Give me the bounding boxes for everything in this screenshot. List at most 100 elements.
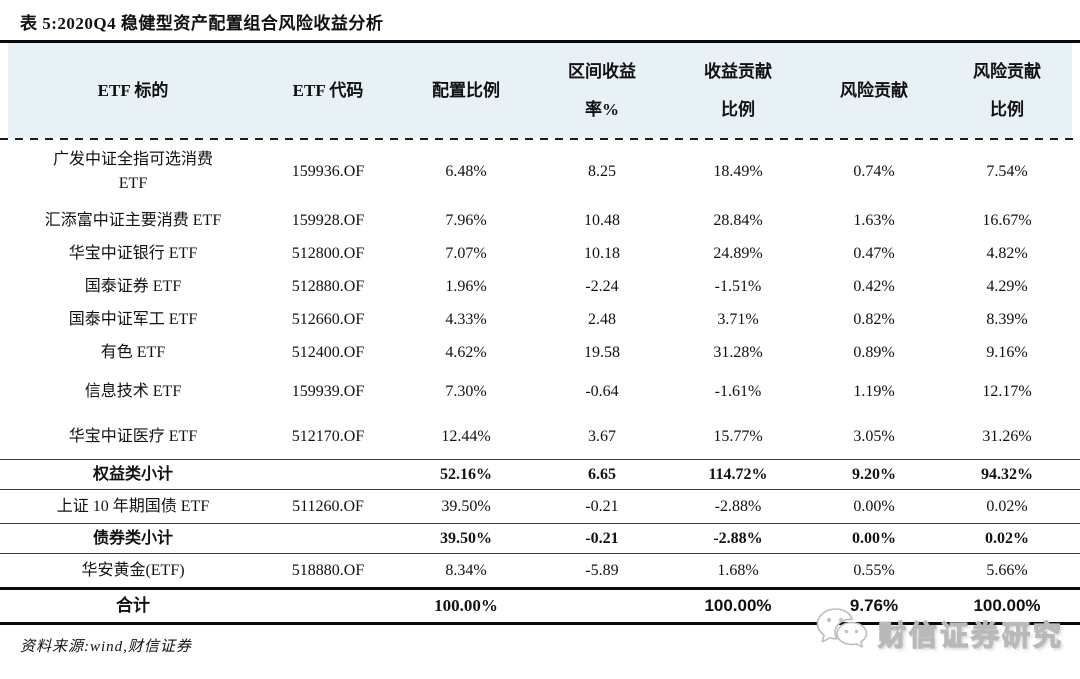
- cell-risk-contrib: 0.42%: [853, 277, 895, 295]
- table-row: 有色 ETF 512400.OF 4.62% 19.58 31.28% 0.89…: [0, 336, 1080, 369]
- cell-etf-code: 512880.OF: [291, 277, 365, 295]
- cell-etf-name: 国泰中证军工 ETF: [68, 310, 198, 328]
- cell-etf-name: 有色 ETF: [100, 343, 166, 361]
- watermark-label: 财信证券研究: [877, 619, 1064, 651]
- cell-etf-code: 512170.OF: [291, 427, 365, 445]
- table-row: 国泰证券 ETF 512880.OF 1.96% -2.24 -1.51% 0.…: [0, 270, 1080, 303]
- cell-alloc-ratio: 12.44%: [441, 427, 491, 445]
- cell-risk-contrib-ratio: 0.02%: [985, 529, 1029, 547]
- cell-risk-contrib: 0.55%: [853, 561, 895, 579]
- cell-return-contrib: 3.71%: [717, 310, 759, 328]
- cell-return-contrib: 15.77%: [713, 427, 763, 445]
- header-etf-name: ETF 标的: [97, 80, 169, 100]
- cell-risk-contrib: 3.05%: [853, 427, 895, 445]
- cell-etf-code: 159939.OF: [291, 382, 365, 400]
- cell-risk-contrib-ratio: 9.16%: [986, 343, 1028, 361]
- cell-alloc-ratio: 39.50%: [441, 497, 491, 515]
- table-row: 汇添富中证主要消费 ETF 159928.OF 7.96% 10.48 28.8…: [0, 204, 1080, 237]
- cell-etf-name: 华安黄金(ETF): [81, 561, 185, 579]
- cell-return-contrib: -2.88%: [713, 529, 763, 547]
- table-row: 权益类小计 52.16% 6.65 114.72% 9.20% 94.32%: [0, 459, 1080, 490]
- cell-etf-code: 512800.OF: [291, 244, 365, 262]
- wechat-icon: [815, 606, 873, 661]
- table-row: 信息技术 ETF 159939.OF 7.30% -0.64 -1.61% 1.…: [0, 369, 1080, 414]
- cell-return-contrib: 31.28%: [713, 343, 763, 361]
- risk-return-table: ETF 标的 ETF 代码 配置比例 区间收益 率% 收益贡献 比例 风险贡献 …: [0, 43, 1080, 625]
- cell-etf-name: 国泰证券 ETF: [84, 277, 182, 295]
- cell-alloc-ratio: 52.16%: [440, 465, 492, 483]
- cell-etf-name: 汇添富中证主要消费 ETF: [44, 211, 222, 229]
- table-row: 国泰中证军工 ETF 512660.OF 4.33% 2.48 3.71% 0.…: [0, 303, 1080, 336]
- cell-risk-contrib: 1.63%: [853, 211, 895, 229]
- cell-interval-return: -2.24: [585, 277, 619, 295]
- cell-risk-contrib: 0.47%: [853, 244, 895, 262]
- cell-risk-contrib: 0.00%: [852, 529, 896, 547]
- cell-alloc-ratio: 6.48%: [445, 163, 487, 180]
- cell-risk-contrib-ratio: 0.02%: [986, 497, 1028, 515]
- cell-alloc-ratio: 7.30%: [445, 382, 487, 400]
- cell-return-contrib: -1.61%: [714, 382, 762, 400]
- cell-interval-return: -0.64: [585, 382, 619, 400]
- cell-alloc-ratio: 7.07%: [445, 244, 487, 262]
- cell-risk-contrib-ratio: 31.26%: [982, 427, 1032, 445]
- cell-interval-return: 8.25: [588, 163, 616, 180]
- cell-etf-code: 512660.OF: [291, 310, 365, 328]
- header-risk-contrib: 风险贡献: [840, 80, 908, 100]
- table-title: 表 5:2020Q4 稳健型资产配置组合风险收益分析: [20, 14, 384, 33]
- table-header-row: ETF 标的 ETF 代码 配置比例 区间收益 率% 收益贡献 比例 风险贡献 …: [8, 43, 1072, 138]
- header-risk-contrib-ratio: 风险贡献 比例: [973, 62, 1041, 119]
- cell-risk-contrib-ratio: 8.39%: [986, 310, 1028, 328]
- cell-etf-name: 华宝中证医疗 ETF: [68, 427, 198, 445]
- source-note: 资料来源:wind,财信证券: [20, 639, 192, 655]
- cell-interval-return: 6.65: [588, 465, 616, 483]
- table-row: 华宝中证银行 ETF 512800.OF 7.07% 10.18 24.89% …: [0, 237, 1080, 270]
- cell-interval-return: -0.21: [585, 529, 619, 547]
- cell-interval-return: 19.58: [584, 343, 620, 361]
- table-row: 广发中证全指可选消费 ETF 159936.OF 6.48% 8.25 18.4…: [0, 140, 1080, 204]
- watermark: 财信证券研究: [815, 606, 1064, 661]
- cell-risk-contrib: 0.89%: [853, 343, 895, 361]
- cell-etf-code: 512400.OF: [291, 343, 365, 361]
- table-row: 合计 100.00% 100.00% 9.76% 100.00%: [0, 587, 1080, 625]
- table-row: 华宝中证医疗 ETF 512170.OF 12.44% 3.67 15.77% …: [0, 414, 1080, 459]
- cell-return-contrib: 100.00%: [704, 596, 772, 615]
- cell-alloc-ratio: 8.34%: [445, 561, 487, 579]
- cell-return-contrib: 24.89%: [713, 244, 763, 262]
- header-alloc-ratio: 配置比例: [432, 80, 500, 100]
- cell-etf-name: 合计: [116, 596, 150, 616]
- cell-interval-return: 2.48: [588, 310, 616, 328]
- table-body: 广发中证全指可选消费 ETF 159936.OF 6.48% 8.25 18.4…: [0, 140, 1080, 625]
- cell-return-contrib: 18.49%: [713, 163, 763, 180]
- cell-etf-code: 518880.OF: [291, 561, 365, 579]
- cell-risk-contrib-ratio: 12.17%: [982, 382, 1032, 400]
- cell-risk-contrib-ratio: 4.82%: [986, 244, 1028, 262]
- cell-risk-contrib-ratio: 4.29%: [986, 277, 1028, 295]
- cell-interval-return: 3.67: [588, 427, 616, 445]
- cell-risk-contrib: 9.20%: [852, 465, 896, 483]
- header-return-contrib: 收益贡献 比例: [704, 62, 772, 119]
- cell-etf-name: 华宝中证银行 ETF: [68, 244, 198, 262]
- cell-return-contrib: -1.51%: [714, 277, 762, 295]
- cell-etf-code: 159936.OF: [291, 163, 365, 180]
- table-row: 上证 10 年期国债 ETF 511260.OF 39.50% -0.21 -2…: [0, 490, 1080, 523]
- cell-etf-name: 广发中证全指可选消费 ETF: [52, 151, 213, 192]
- header-dashed-divider: [0, 138, 1080, 140]
- header-etf-code: ETF 代码: [292, 80, 364, 100]
- cell-return-contrib: 28.84%: [713, 211, 763, 229]
- cell-alloc-ratio: 4.33%: [445, 310, 487, 328]
- cell-alloc-ratio: 4.62%: [445, 343, 487, 361]
- cell-risk-contrib-ratio: 5.66%: [986, 561, 1028, 579]
- cell-risk-contrib: 1.19%: [853, 382, 895, 400]
- cell-interval-return: 10.18: [584, 244, 620, 262]
- cell-return-contrib: -2.88%: [714, 497, 762, 515]
- cell-interval-return: 10.48: [584, 211, 620, 229]
- cell-etf-name: 权益类小计: [92, 465, 173, 483]
- cell-etf-name: 上证 10 年期国债 ETF: [56, 497, 210, 515]
- cell-risk-contrib: 9.76%: [849, 596, 899, 615]
- cell-alloc-ratio: 39.50%: [440, 529, 492, 547]
- cell-etf-name: 信息技术 ETF: [84, 382, 182, 400]
- cell-risk-contrib-ratio: 16.67%: [982, 211, 1032, 229]
- cell-interval-return: -0.21: [585, 497, 619, 515]
- cell-alloc-ratio: 1.96%: [445, 277, 487, 295]
